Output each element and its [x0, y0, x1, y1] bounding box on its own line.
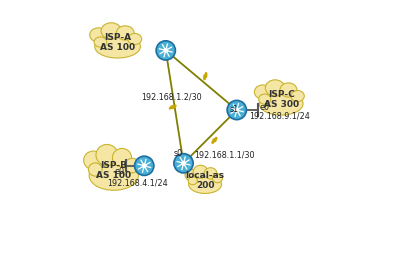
Circle shape — [182, 162, 185, 165]
Ellipse shape — [88, 163, 102, 177]
Ellipse shape — [265, 81, 285, 97]
Ellipse shape — [116, 27, 134, 41]
Ellipse shape — [128, 34, 142, 45]
Ellipse shape — [185, 170, 198, 181]
Circle shape — [142, 164, 146, 168]
Ellipse shape — [125, 159, 140, 173]
Ellipse shape — [95, 36, 140, 59]
Text: 192.168.1.2/30: 192.168.1.2/30 — [142, 92, 202, 101]
Ellipse shape — [89, 161, 138, 190]
Text: 192.168.1.1/30: 192.168.1.1/30 — [194, 150, 254, 158]
Ellipse shape — [254, 86, 272, 100]
Text: ISP-A
AS 100: ISP-A AS 100 — [100, 33, 135, 52]
Text: 192.168.9.1/24: 192.168.9.1/24 — [250, 111, 310, 120]
Circle shape — [134, 156, 154, 176]
Text: s0: s0 — [173, 149, 182, 157]
Circle shape — [227, 101, 246, 120]
Circle shape — [174, 154, 193, 173]
Text: s1: s1 — [230, 104, 239, 113]
Text: 192.168.4.1/24: 192.168.4.1/24 — [108, 178, 168, 187]
Ellipse shape — [188, 177, 197, 185]
Ellipse shape — [259, 93, 303, 116]
Ellipse shape — [94, 38, 107, 48]
Text: e0: e0 — [114, 166, 124, 175]
Ellipse shape — [280, 84, 297, 98]
Ellipse shape — [259, 95, 271, 105]
Ellipse shape — [193, 166, 208, 179]
Circle shape — [164, 50, 168, 53]
Circle shape — [235, 109, 238, 112]
Ellipse shape — [189, 176, 222, 194]
Circle shape — [156, 42, 175, 61]
Text: ISP-B
AS 100: ISP-B AS 100 — [96, 160, 131, 180]
Ellipse shape — [204, 168, 217, 179]
Ellipse shape — [90, 29, 108, 43]
Ellipse shape — [112, 149, 132, 167]
Text: local-as
200: local-as 200 — [186, 170, 225, 190]
Text: ISP-C
AS 300: ISP-C AS 300 — [264, 90, 299, 109]
Text: e0: e0 — [260, 102, 270, 111]
Ellipse shape — [84, 151, 103, 170]
Ellipse shape — [212, 174, 222, 183]
Ellipse shape — [291, 91, 304, 102]
Ellipse shape — [96, 145, 118, 166]
Ellipse shape — [101, 24, 121, 40]
